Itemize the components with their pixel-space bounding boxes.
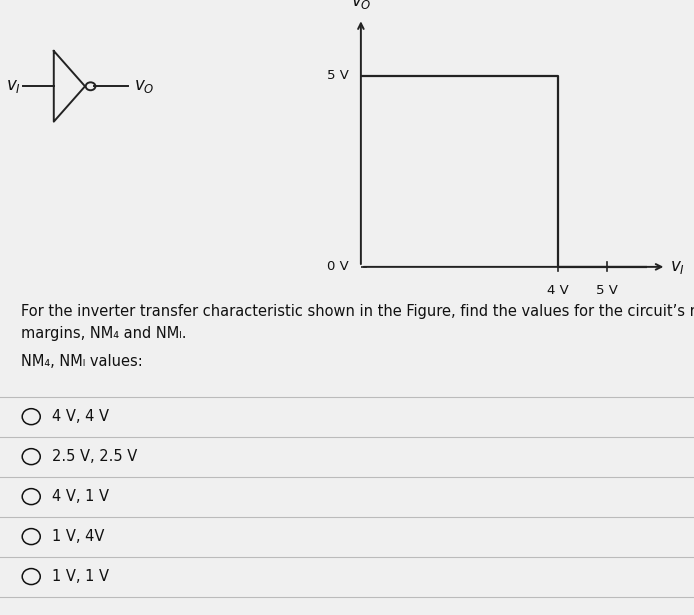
- Text: For the inverter transfer characteristic shown in the Figure, find the values fo: For the inverter transfer characteristic…: [21, 304, 694, 319]
- Text: 4 V: 4 V: [547, 284, 569, 297]
- Text: 0 V: 0 V: [327, 260, 348, 273]
- Text: margins, NM₄ and NMₗ.: margins, NM₄ and NMₗ.: [21, 326, 186, 341]
- Text: $v_O$: $v_O$: [350, 0, 371, 11]
- Text: $v_O$: $v_O$: [133, 77, 154, 95]
- Text: $v_I$: $v_I$: [670, 258, 685, 276]
- Text: 4 V, 1 V: 4 V, 1 V: [52, 489, 109, 504]
- Text: 5 V: 5 V: [327, 69, 348, 82]
- Text: 1 V, 4V: 1 V, 4V: [52, 529, 104, 544]
- Text: 1 V, 1 V: 1 V, 1 V: [52, 569, 109, 584]
- Text: 4 V, 4 V: 4 V, 4 V: [52, 409, 109, 424]
- Text: 5 V: 5 V: [596, 284, 618, 297]
- Text: NM₄, NMₗ values:: NM₄, NMₗ values:: [21, 354, 142, 368]
- Text: 2.5 V, 2.5 V: 2.5 V, 2.5 V: [52, 449, 137, 464]
- Text: $v_I$: $v_I$: [6, 77, 22, 95]
